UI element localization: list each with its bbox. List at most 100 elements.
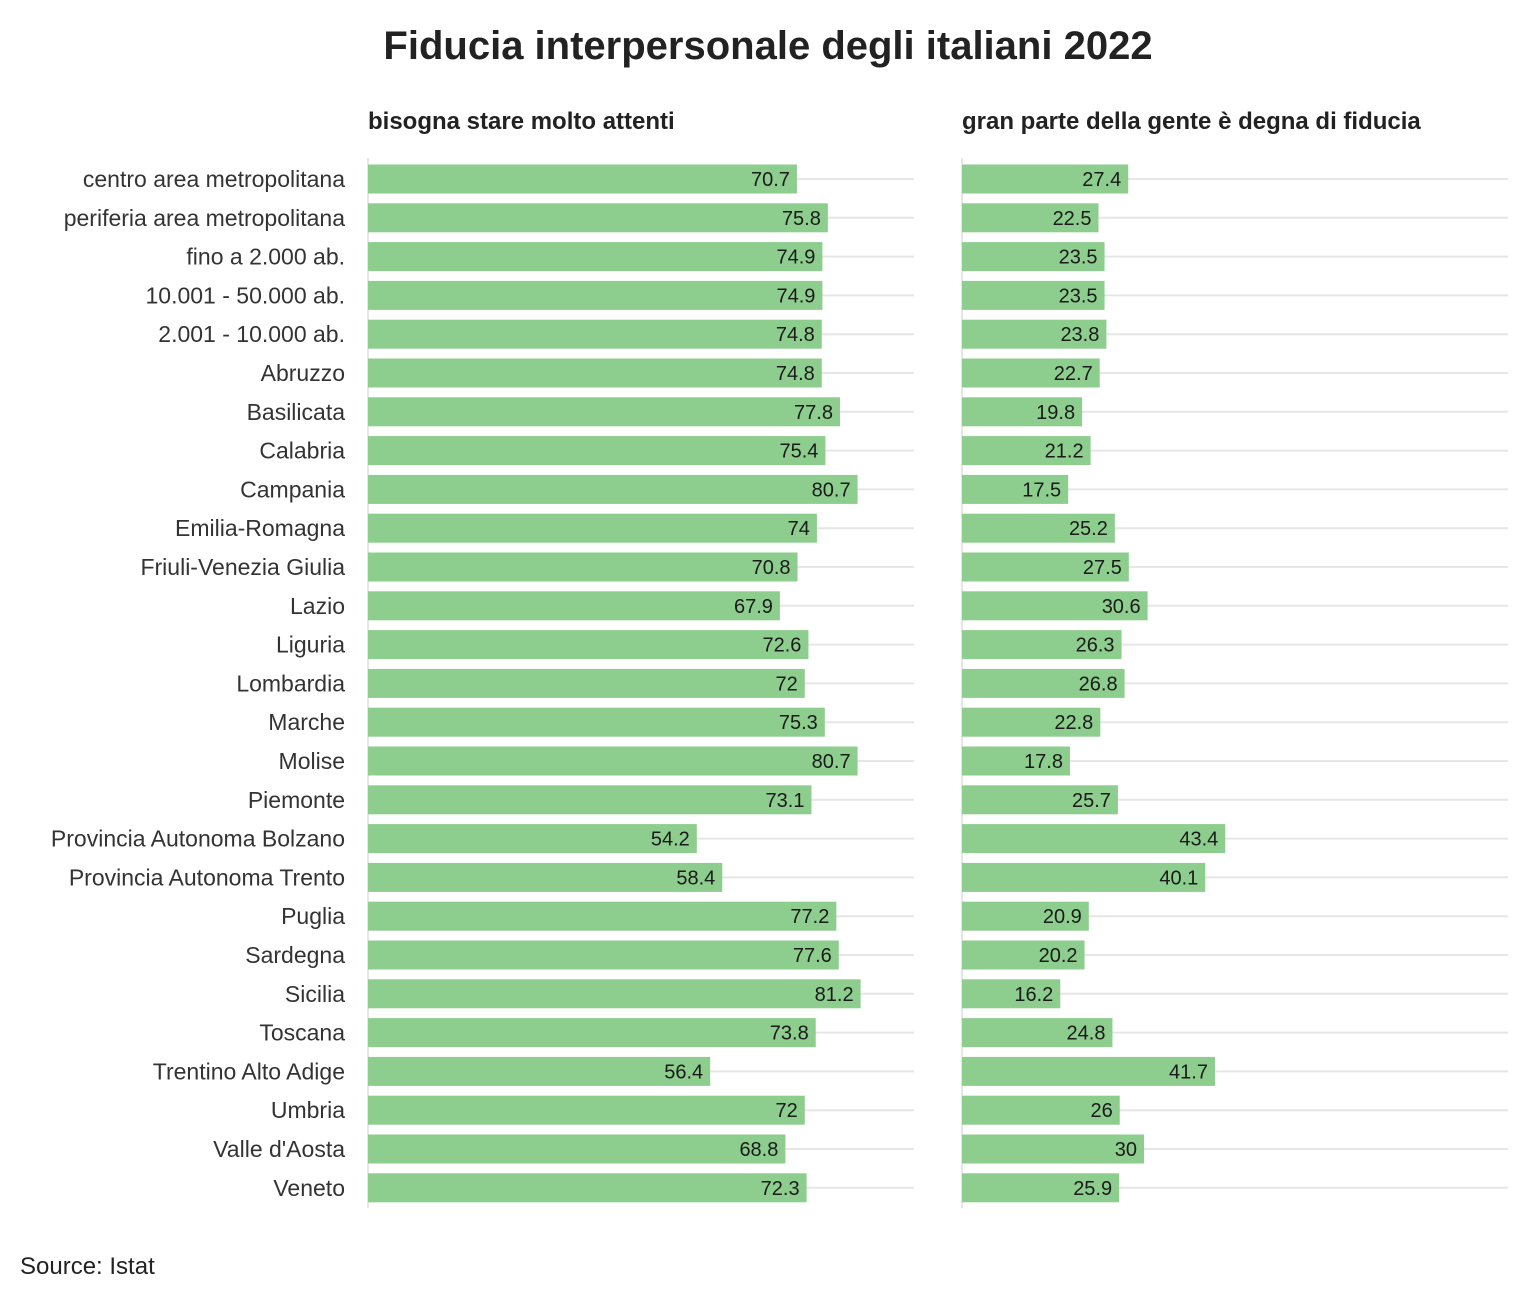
category-label: centro area metropolitana bbox=[83, 166, 345, 192]
data-label: 56.4 bbox=[664, 1061, 703, 1083]
bar bbox=[368, 1134, 786, 1164]
data-label: 54.2 bbox=[651, 829, 690, 851]
data-label: 26.8 bbox=[1079, 673, 1118, 695]
data-label: 26.3 bbox=[1076, 635, 1115, 657]
data-label: 68.8 bbox=[739, 1139, 778, 1161]
data-label: 80.7 bbox=[812, 751, 851, 773]
category-label: Sicilia bbox=[285, 981, 345, 1007]
data-label: 30 bbox=[1115, 1139, 1137, 1161]
panel-title-right: gran parte della gente è degna di fiduci… bbox=[962, 108, 1421, 135]
data-label: 81.2 bbox=[815, 984, 854, 1006]
data-label: 74.9 bbox=[776, 247, 815, 269]
data-label: 22.7 bbox=[1054, 363, 1093, 385]
data-label: 72 bbox=[776, 673, 798, 695]
bar bbox=[368, 552, 798, 582]
bar bbox=[962, 746, 1070, 776]
data-label: 75.8 bbox=[782, 208, 821, 230]
data-label: 70.7 bbox=[751, 169, 790, 191]
category-label: Trentino Alto Adige bbox=[153, 1058, 345, 1084]
bar bbox=[962, 668, 1125, 698]
bar bbox=[368, 164, 797, 194]
category-label: Friuli-Venezia Giulia bbox=[140, 554, 345, 580]
bar bbox=[368, 474, 858, 504]
data-label: 22.5 bbox=[1053, 208, 1092, 230]
data-label: 73.1 bbox=[766, 790, 805, 812]
data-label: 19.8 bbox=[1036, 402, 1075, 424]
data-label: 27.5 bbox=[1083, 557, 1122, 579]
category-label: Piemonte bbox=[248, 787, 345, 813]
bar bbox=[368, 785, 812, 815]
bar bbox=[368, 901, 837, 931]
data-label: 21.2 bbox=[1045, 441, 1084, 463]
data-label: 30.6 bbox=[1102, 596, 1141, 618]
data-label: 25.2 bbox=[1069, 518, 1108, 540]
bar bbox=[368, 319, 822, 349]
category-label: Marche bbox=[268, 709, 345, 735]
bar bbox=[368, 358, 822, 388]
bar bbox=[962, 901, 1089, 931]
category-label: Toscana bbox=[259, 1020, 345, 1046]
category-label: Valle d'Aosta bbox=[213, 1136, 345, 1162]
data-label: 72 bbox=[776, 1100, 798, 1122]
bar bbox=[368, 979, 861, 1009]
bar bbox=[368, 1056, 711, 1086]
category-label: Abruzzo bbox=[261, 360, 345, 386]
data-label: 25.7 bbox=[1072, 790, 1111, 812]
data-label: 74 bbox=[788, 518, 810, 540]
bar bbox=[368, 203, 828, 233]
bar bbox=[368, 436, 826, 466]
bar bbox=[368, 862, 723, 892]
category-label: 2.001 - 10.000 ab. bbox=[158, 321, 345, 347]
data-label: 25.9 bbox=[1073, 1178, 1112, 1200]
category-label: 10.001 - 50.000 ab. bbox=[146, 282, 346, 308]
bar bbox=[962, 1056, 1215, 1086]
category-label: Lazio bbox=[290, 593, 345, 619]
data-label: 72.6 bbox=[763, 635, 802, 657]
data-label: 77.6 bbox=[793, 945, 832, 967]
bar bbox=[962, 979, 1061, 1009]
bar bbox=[962, 1018, 1113, 1048]
data-label: 77.8 bbox=[794, 402, 833, 424]
bar bbox=[368, 940, 839, 970]
data-label: 74.9 bbox=[776, 285, 815, 307]
category-label: Basilicata bbox=[247, 399, 346, 425]
data-label: 17.5 bbox=[1022, 479, 1061, 501]
category-label: Molise bbox=[279, 748, 345, 774]
bar bbox=[962, 785, 1118, 815]
category-label: Lombardia bbox=[236, 670, 345, 696]
data-label: 77.2 bbox=[790, 906, 829, 928]
category-label: Emilia-Romagna bbox=[175, 515, 345, 541]
category-label: Provincia Autonoma Trento bbox=[69, 864, 345, 890]
data-label: 80.7 bbox=[812, 479, 851, 501]
bar bbox=[962, 940, 1085, 970]
data-label: 16.2 bbox=[1014, 984, 1053, 1006]
data-label: 27.4 bbox=[1082, 169, 1121, 191]
data-label: 24.8 bbox=[1067, 1023, 1106, 1045]
panel-title-left: bisogna stare molto attenti bbox=[368, 108, 675, 135]
data-label: 75.3 bbox=[779, 712, 818, 734]
data-label: 40.1 bbox=[1159, 867, 1198, 889]
bar bbox=[368, 591, 780, 621]
data-label: 72.3 bbox=[761, 1178, 800, 1200]
bar bbox=[962, 203, 1099, 233]
category-label: Provincia Autonoma Bolzano bbox=[51, 826, 345, 852]
bar bbox=[368, 824, 697, 854]
bar bbox=[368, 746, 858, 776]
bar bbox=[368, 1173, 807, 1203]
data-label: 70.8 bbox=[752, 557, 791, 579]
bar bbox=[962, 319, 1107, 349]
data-label: 74.8 bbox=[776, 324, 815, 346]
bar bbox=[962, 630, 1122, 660]
data-label: 22.8 bbox=[1054, 712, 1093, 734]
source-note: Source: Istat bbox=[20, 1253, 155, 1280]
data-label: 41.7 bbox=[1169, 1061, 1208, 1083]
bar bbox=[368, 513, 817, 543]
data-label: 58.4 bbox=[676, 867, 715, 889]
category-label: Sardegna bbox=[245, 942, 345, 968]
data-label: 75.4 bbox=[779, 441, 818, 463]
bar bbox=[962, 1134, 1144, 1164]
bar bbox=[368, 707, 825, 737]
data-label: 23.5 bbox=[1059, 285, 1098, 307]
bar bbox=[368, 1095, 805, 1125]
bar bbox=[962, 397, 1083, 427]
